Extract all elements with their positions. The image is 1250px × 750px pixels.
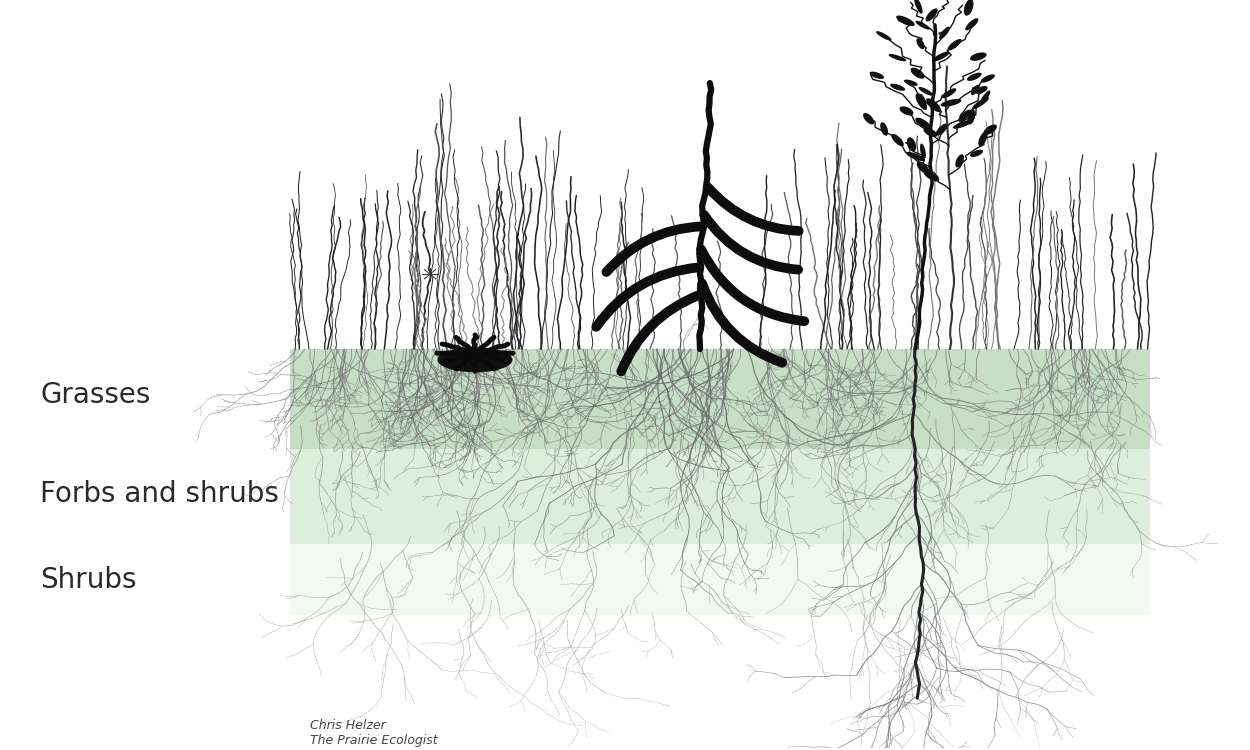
Ellipse shape [979, 132, 988, 146]
Ellipse shape [896, 16, 915, 26]
Ellipse shape [906, 152, 925, 161]
Ellipse shape [916, 38, 925, 50]
Ellipse shape [924, 171, 939, 182]
Text: Chris Helzer: Chris Helzer [310, 718, 386, 732]
Ellipse shape [940, 99, 961, 106]
Ellipse shape [915, 118, 932, 130]
Ellipse shape [891, 134, 904, 146]
Ellipse shape [916, 161, 929, 173]
Text: Forbs and shrubs: Forbs and shrubs [40, 481, 279, 508]
Ellipse shape [915, 21, 930, 29]
Ellipse shape [939, 27, 950, 39]
Ellipse shape [862, 113, 874, 125]
Ellipse shape [910, 68, 925, 79]
Text: Grasses: Grasses [40, 381, 150, 409]
Text: The Prairie Ecologist: The Prairie Ecologist [310, 734, 438, 747]
Ellipse shape [914, 0, 922, 13]
Ellipse shape [920, 143, 926, 159]
Ellipse shape [980, 91, 990, 104]
Ellipse shape [984, 124, 998, 135]
Ellipse shape [968, 109, 975, 124]
Text: Shrubs: Shrubs [40, 566, 136, 594]
Ellipse shape [438, 347, 512, 372]
Ellipse shape [972, 98, 989, 109]
Ellipse shape [965, 18, 979, 30]
Ellipse shape [936, 124, 948, 136]
Ellipse shape [964, 0, 974, 16]
Ellipse shape [952, 120, 972, 129]
Ellipse shape [959, 110, 971, 122]
Ellipse shape [975, 86, 988, 94]
Ellipse shape [915, 94, 928, 110]
Bar [290, 448, 1150, 544]
Ellipse shape [876, 32, 891, 40]
Bar [290, 349, 1150, 448]
Ellipse shape [925, 8, 938, 22]
Ellipse shape [981, 74, 995, 82]
Ellipse shape [926, 98, 941, 112]
Ellipse shape [942, 88, 956, 98]
Ellipse shape [955, 154, 964, 167]
Ellipse shape [870, 71, 884, 79]
Ellipse shape [880, 122, 888, 136]
Ellipse shape [971, 85, 980, 95]
Ellipse shape [970, 150, 982, 157]
Ellipse shape [904, 80, 918, 86]
Ellipse shape [968, 73, 981, 81]
Ellipse shape [890, 84, 905, 91]
Ellipse shape [919, 87, 932, 96]
Ellipse shape [906, 137, 916, 152]
Ellipse shape [932, 52, 950, 62]
Ellipse shape [900, 106, 914, 116]
Ellipse shape [948, 39, 961, 50]
Ellipse shape [924, 128, 938, 137]
Bar [290, 544, 1150, 615]
Ellipse shape [970, 53, 986, 61]
Ellipse shape [889, 54, 906, 62]
